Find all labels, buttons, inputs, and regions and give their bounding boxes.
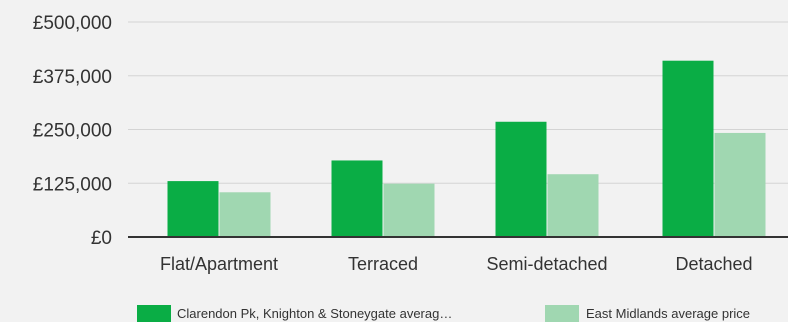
legend-item-clarendon[interactable]: Clarendon Pk, Knighton & Stoneygate aver… <box>137 305 452 322</box>
bars <box>167 60 766 238</box>
bar-clarendon-2 <box>495 121 547 237</box>
y-tick-label: £500,000 <box>33 13 112 34</box>
y-tick-label: £125,000 <box>33 174 112 195</box>
legend[interactable]: Clarendon Pk, Knighton & Stoneygate aver… <box>137 305 750 322</box>
x-category-label: Detached <box>675 254 752 274</box>
x-category-label: Terraced <box>348 254 418 274</box>
bar-east-midlands-2 <box>547 174 599 237</box>
bar-east-midlands-1 <box>383 183 435 237</box>
legend-label: East Midlands average price <box>586 306 750 321</box>
legend-item-east-midlands[interactable]: East Midlands average price <box>545 305 750 322</box>
x-axis-category-labels: Flat/Apartment Terraced Semi-detached Detac… <box>160 254 753 274</box>
legend-swatch <box>137 305 171 322</box>
legend-label: Clarendon Pk, Knighton & Stoneygate aver… <box>177 306 452 321</box>
bar-clarendon-0 <box>167 181 219 237</box>
y-axis-tick-labels: £0 £125,000 £250,000 £375,000 £500,000 <box>33 13 112 249</box>
bar-clarendon-1 <box>331 160 383 237</box>
legend-swatch <box>545 305 579 322</box>
y-tick-label: £375,000 <box>33 67 112 88</box>
y-tick-label: £0 <box>91 228 112 249</box>
bar-east-midlands-0 <box>219 192 271 237</box>
x-category-label: Semi-detached <box>486 254 607 274</box>
bar-clarendon-3 <box>662 60 714 238</box>
x-category-label: Flat/Apartment <box>160 254 278 274</box>
y-tick-label: £250,000 <box>33 121 112 142</box>
bar-east-midlands-3 <box>714 132 766 237</box>
